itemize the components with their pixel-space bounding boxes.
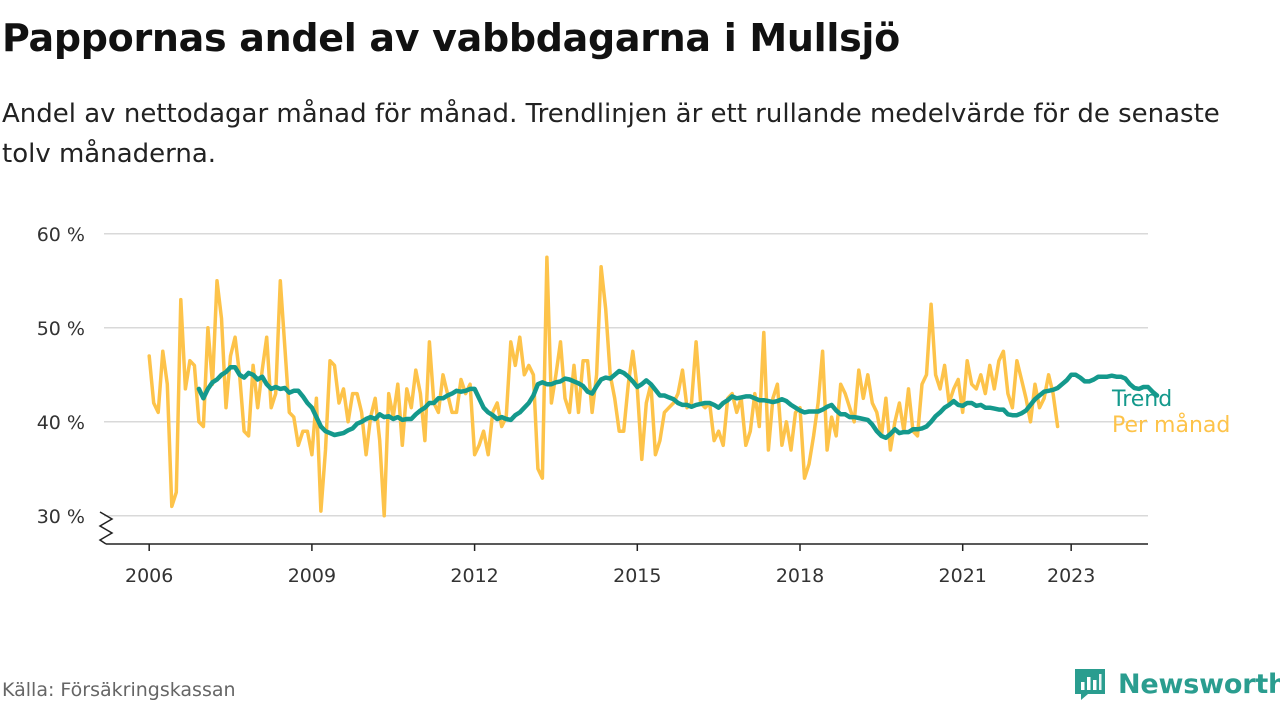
x-tick-label: 2009 — [288, 565, 336, 587]
x-tick-label: 2018 — [776, 565, 824, 587]
source-note: Källa: Försäkringskassan — [2, 679, 236, 701]
x-tick-label: 2021 — [939, 565, 987, 587]
line-chart: 30 % 40 % 50 % 60 % 2006 2009 2012 2015 2018 202… — [37, 224, 1231, 587]
x-axis: 2006 2009 2012 2015 2018 2021 2023 — [106, 543, 1148, 587]
axis-break-icon — [98, 511, 114, 545]
series-label: Trend — [1111, 387, 1172, 412]
series-label: Per månad — [1112, 412, 1230, 438]
x-tick-label: 2023 — [1047, 565, 1095, 587]
newsworthy-brand[interactable]: Newsworthy — [1072, 665, 1280, 703]
series-lines — [147, 255, 1160, 518]
brand-name: Newsworthy — [1118, 668, 1280, 700]
x-tick-label: 2006 — [125, 565, 173, 587]
y-tick-label: 40 % — [37, 412, 85, 434]
series-line-trend — [196, 365, 1160, 441]
x-tick-label: 2015 — [613, 565, 661, 587]
y-tick-label: 30 % — [37, 506, 85, 528]
y-axis: 30 % 40 % 50 % 60 % — [37, 224, 114, 545]
chart-title: Pappornas andel av vabbdagarna i Mullsjö — [2, 16, 900, 60]
x-tick-label: 2012 — [450, 565, 498, 587]
series-line-per-manad — [147, 255, 1060, 518]
y-tick-label: 60 % — [37, 224, 85, 246]
newsworthy-logo-icon — [1075, 669, 1105, 700]
chart-subtitle: Andel av nettodagar månad för månad. Tre… — [2, 99, 1220, 169]
y-tick-label: 50 % — [37, 318, 85, 340]
